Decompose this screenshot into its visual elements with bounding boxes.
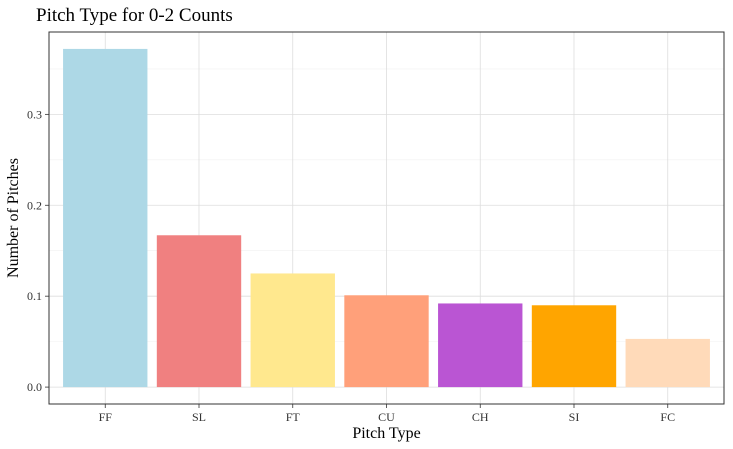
x-axis-title: Pitch Type (352, 425, 420, 442)
bar-si (531, 305, 617, 388)
y-axis-ticks: 0.0 0.1 0.2 0.3 (27, 107, 49, 394)
y-tick-label: 0.3 (27, 107, 42, 121)
y-tick-label: 0.1 (27, 289, 42, 303)
x-tick-label: FT (286, 410, 301, 424)
bar-fc (625, 338, 710, 388)
bar-ff (63, 48, 148, 388)
bars-group (63, 48, 710, 388)
bar-cu (344, 295, 429, 388)
bar-ch (438, 303, 523, 388)
x-tick-label: FC (660, 410, 675, 424)
bar-sl (156, 235, 242, 388)
y-tick-label: 0.0 (27, 380, 42, 394)
bar-ft (250, 273, 335, 388)
x-tick-label: CU (378, 410, 395, 424)
x-tick-label: CH (472, 410, 489, 424)
y-axis-title: Number of Pitches (5, 158, 22, 278)
x-tick-label: FF (99, 410, 113, 424)
chart-title: Pitch Type for 0-2 Counts (36, 5, 233, 26)
x-axis-ticks: FF SL FT CU CH SI FC (99, 404, 675, 424)
x-tick-label: SL (192, 410, 206, 424)
y-tick-label: 0.2 (27, 198, 42, 212)
x-tick-label: SI (569, 410, 580, 424)
